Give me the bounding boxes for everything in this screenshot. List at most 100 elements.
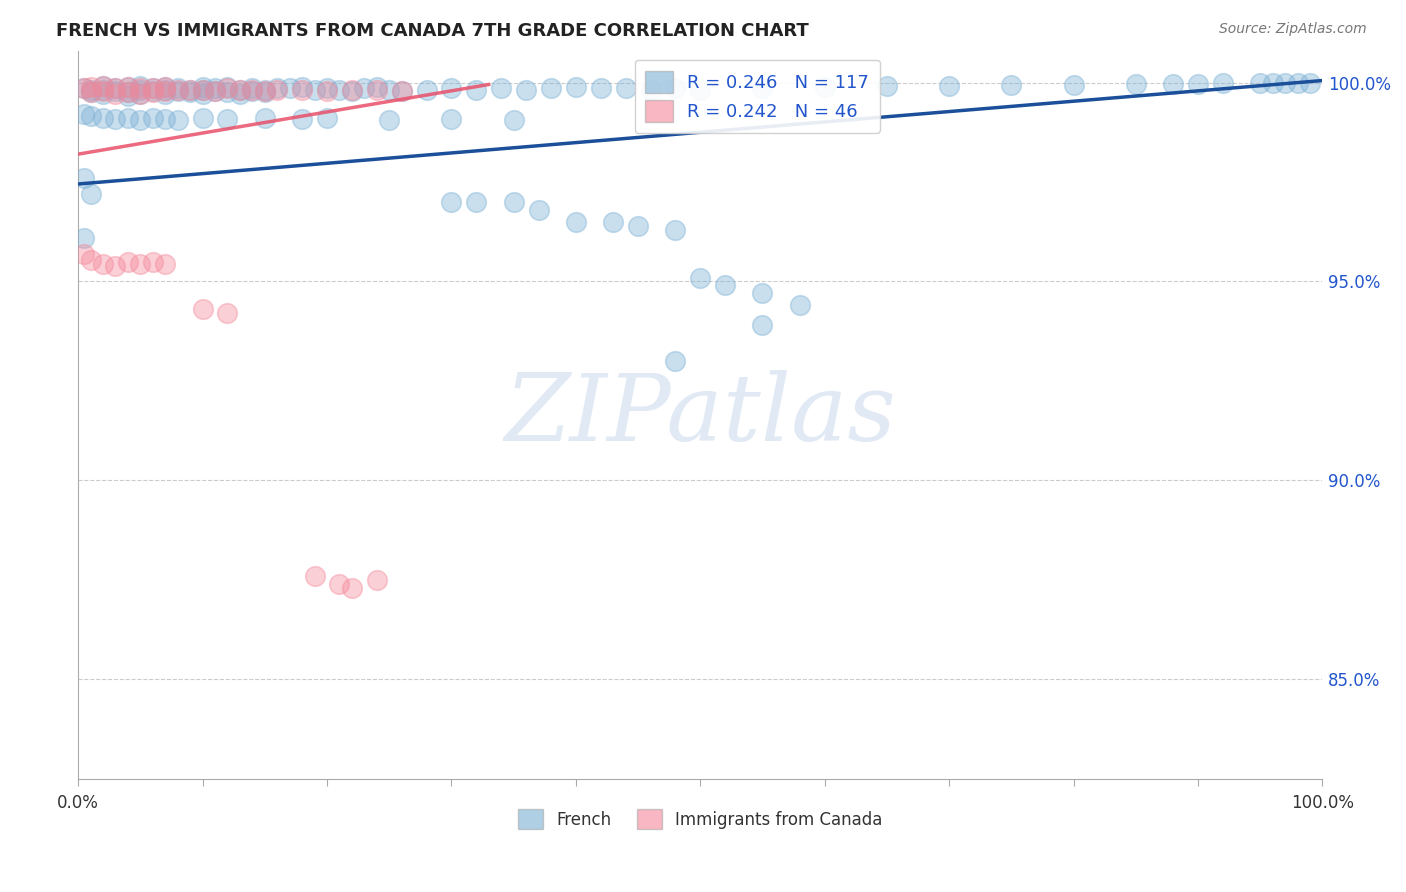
Point [304, 83, 326, 97]
Point [79, 83, 101, 97]
Point [565, 80, 588, 95]
Point [142, 112, 165, 126]
Point [117, 86, 139, 100]
Point [73, 230, 96, 244]
Point [440, 194, 463, 209]
Point [191, 83, 214, 97]
Point [79, 109, 101, 123]
Point [304, 569, 326, 583]
Point [91, 256, 114, 270]
Point [366, 83, 388, 97]
Point [204, 84, 226, 98]
Point [129, 256, 152, 270]
Point [253, 84, 276, 98]
Point [91, 79, 114, 94]
Text: ZIPatlas: ZIPatlas [505, 370, 896, 459]
Point [1261, 76, 1284, 90]
Point [217, 81, 239, 95]
Point [217, 86, 239, 100]
Point [155, 84, 177, 98]
Point [502, 113, 524, 128]
Point [1125, 77, 1147, 91]
Point [278, 81, 301, 95]
Point [253, 112, 276, 126]
Point [117, 254, 139, 268]
Point [179, 83, 201, 97]
Point [129, 79, 152, 94]
Point [73, 81, 96, 95]
Point [253, 83, 276, 97]
Point [1286, 76, 1309, 90]
Point [104, 81, 127, 95]
Point [391, 84, 413, 98]
Point [155, 83, 177, 97]
Point [179, 86, 201, 100]
Point [104, 259, 127, 273]
Point [142, 84, 165, 98]
Point [540, 81, 562, 95]
Point [217, 306, 239, 320]
Point [1212, 76, 1234, 90]
Point [328, 83, 350, 97]
Point [79, 186, 101, 201]
Point [1187, 77, 1209, 91]
Point [440, 112, 463, 127]
Point [1249, 76, 1271, 90]
Point [240, 84, 263, 98]
Point [73, 81, 96, 95]
Point [565, 215, 588, 229]
Point [627, 219, 650, 233]
Point [129, 83, 152, 97]
Point [91, 84, 114, 98]
Point [353, 81, 375, 95]
Point [291, 112, 314, 127]
Point [240, 83, 263, 97]
Text: FRENCH VS IMMIGRANTS FROM CANADA 7TH GRADE CORRELATION CHART: FRENCH VS IMMIGRANTS FROM CANADA 7TH GRA… [56, 22, 808, 40]
Point [602, 215, 624, 229]
Point [664, 223, 686, 237]
Point [104, 81, 127, 95]
Point [104, 87, 127, 101]
Point [664, 354, 686, 368]
Point [316, 84, 339, 98]
Point [316, 81, 339, 95]
Point [129, 81, 152, 95]
Point [117, 86, 139, 100]
Point [489, 81, 512, 95]
Point [79, 86, 101, 100]
Point [142, 81, 165, 95]
Point [614, 81, 637, 95]
Point [316, 112, 339, 126]
Y-axis label: 7th Grade: 7th Grade [0, 376, 7, 453]
Point [465, 194, 488, 209]
Point [142, 254, 165, 268]
Point [73, 246, 96, 260]
Point [117, 80, 139, 95]
Point [73, 171, 96, 186]
Point [391, 84, 413, 98]
Point [1161, 77, 1184, 91]
Point [340, 83, 363, 97]
Point [191, 302, 214, 317]
Point [328, 577, 350, 591]
Point [291, 83, 314, 97]
Point [876, 79, 898, 94]
Point [129, 87, 152, 102]
Point [155, 80, 177, 95]
Point [91, 87, 114, 102]
Point [1299, 76, 1322, 90]
Point [117, 80, 139, 95]
Point [240, 81, 263, 95]
Point [217, 80, 239, 95]
Point [291, 80, 314, 95]
Point [155, 256, 177, 270]
Point [253, 86, 276, 100]
Point [191, 83, 214, 97]
Point [266, 81, 288, 95]
Point [938, 78, 960, 93]
Point [589, 81, 612, 95]
Point [366, 80, 388, 95]
Point [1000, 78, 1022, 93]
Point [166, 84, 188, 98]
Point [204, 81, 226, 95]
